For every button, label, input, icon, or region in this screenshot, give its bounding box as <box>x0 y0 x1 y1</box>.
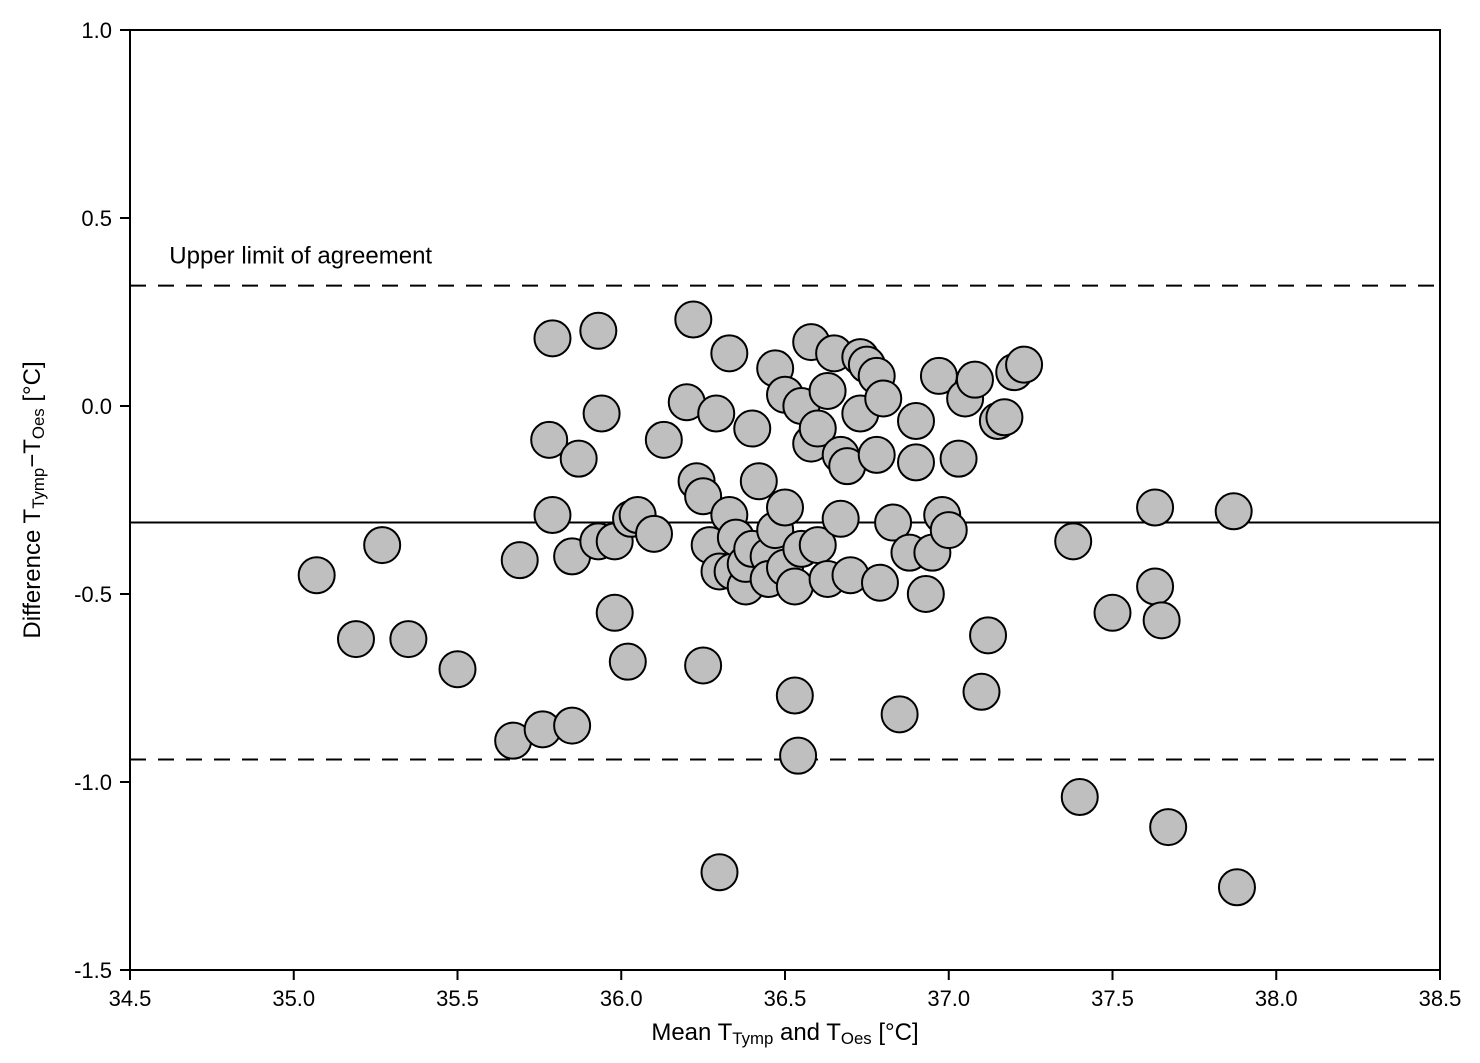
data-point <box>364 527 400 563</box>
data-point <box>865 380 901 416</box>
y-tick-label: 1.0 <box>81 18 112 43</box>
x-tick-label: 38.0 <box>1255 986 1298 1011</box>
y-tick-label: 0.0 <box>81 394 112 419</box>
data-point <box>561 441 597 477</box>
x-tick-label: 35.0 <box>272 986 315 1011</box>
x-tick-label: 37.0 <box>927 986 970 1011</box>
data-point <box>767 490 803 526</box>
data-point <box>780 738 816 774</box>
data-point <box>1062 779 1098 815</box>
x-tick-label: 35.5 <box>436 986 479 1011</box>
data-point <box>1144 602 1180 638</box>
data-point <box>610 644 646 680</box>
data-point <box>777 678 813 714</box>
data-point <box>964 674 1000 710</box>
data-point <box>882 696 918 732</box>
data-point <box>970 617 1006 653</box>
data-point <box>440 651 476 687</box>
data-point <box>734 411 770 447</box>
chart-svg: 34.5 35.0 35.5 36.0 36.5 37.0 37.5 38.0 38.5 -1.5… <box>0 0 1480 1063</box>
data-point <box>698 396 734 432</box>
data-point <box>1137 490 1173 526</box>
data-point <box>534 497 570 533</box>
y-tick-label: -0.5 <box>74 582 112 607</box>
y-tick-label: 0.5 <box>81 206 112 231</box>
data-point <box>502 542 538 578</box>
data-point <box>554 708 590 744</box>
data-point <box>584 396 620 432</box>
upper-loa-annotation: Upper limit of agreement <box>169 243 432 270</box>
x-tick-label: 36.5 <box>764 986 807 1011</box>
data-point <box>338 621 374 657</box>
y-tick-label: -1.0 <box>74 770 112 795</box>
x-axis-label: Mean TTymp and TOes [°C] <box>651 1019 918 1048</box>
data-point <box>957 362 993 398</box>
data-point <box>1006 347 1042 383</box>
data-point <box>859 437 895 473</box>
data-point <box>711 335 747 371</box>
data-point <box>534 320 570 356</box>
data-point <box>931 512 967 548</box>
data-point <box>908 576 944 612</box>
data-point <box>777 568 813 604</box>
data-point <box>1219 869 1255 905</box>
data-point <box>823 501 859 537</box>
data-point <box>675 302 711 338</box>
data-point <box>986 399 1022 435</box>
data-point <box>597 595 633 631</box>
data-point <box>941 441 977 477</box>
x-tick-label: 34.5 <box>109 986 152 1011</box>
data-point <box>646 422 682 458</box>
data-point <box>1216 493 1252 529</box>
data-point <box>1055 523 1091 559</box>
data-point <box>898 403 934 439</box>
data-point <box>1150 809 1186 845</box>
data-point <box>862 565 898 601</box>
data-point <box>741 463 777 499</box>
data-point <box>1095 595 1131 631</box>
data-point <box>580 313 616 349</box>
x-tick-label: 37.5 <box>1091 986 1134 1011</box>
data-point <box>299 557 335 593</box>
data-point <box>685 647 721 683</box>
x-tick-label: 36.0 <box>600 986 643 1011</box>
data-point <box>390 621 426 657</box>
bland-altman-chart: 34.5 35.0 35.5 36.0 36.5 37.0 37.5 38.0 38.5 -1.5… <box>0 0 1480 1063</box>
data-point <box>898 444 934 480</box>
y-tick-label: -1.5 <box>74 958 112 983</box>
data-point <box>810 373 846 409</box>
data-point <box>1137 568 1173 604</box>
x-tick-label: 38.5 <box>1419 986 1462 1011</box>
data-point <box>702 854 738 890</box>
data-point <box>636 516 672 552</box>
